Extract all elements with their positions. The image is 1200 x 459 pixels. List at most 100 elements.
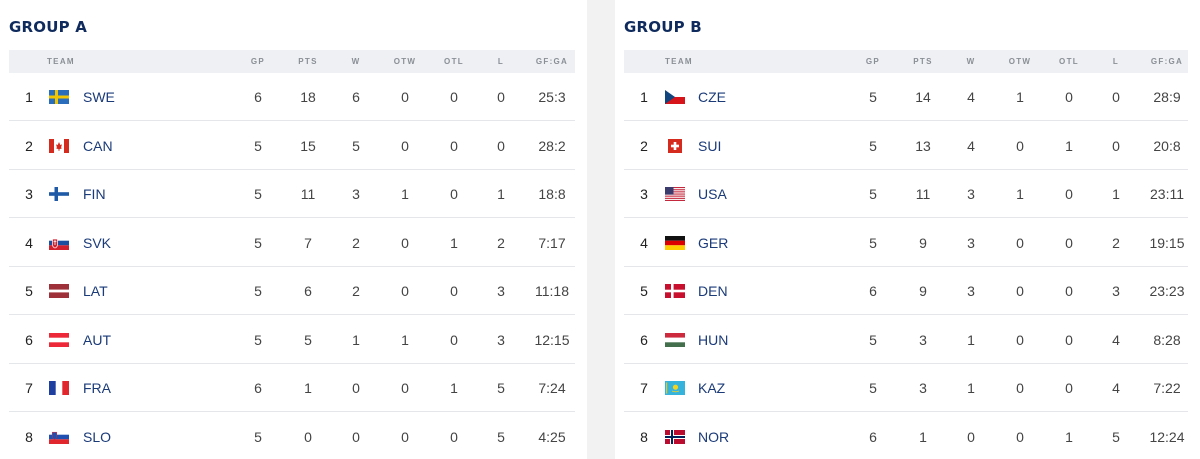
table-row: 3 USA 5 11 3 1 0 1 23:11 bbox=[624, 170, 1188, 218]
rank-cell: 5 bbox=[25, 283, 33, 299]
team-link[interactable]: AUT bbox=[83, 331, 111, 348]
w-cell: 1 bbox=[967, 380, 975, 396]
col-team: TEAM bbox=[47, 57, 75, 66]
finland-flag-icon bbox=[49, 187, 69, 201]
col-pts: PTS bbox=[913, 57, 933, 66]
gp-cell: 6 bbox=[869, 283, 877, 299]
team-link[interactable]: FRA bbox=[83, 380, 111, 396]
group-a-panel: GROUP A TEAM GP PTS W OTW OTL L GF:GA 1 S… bbox=[0, 0, 587, 459]
sweden-flag-icon bbox=[49, 90, 69, 104]
l-cell: 0 bbox=[497, 89, 505, 105]
table-row: 2 CAN 5 15 5 0 0 0 28:2 bbox=[9, 122, 575, 170]
team-link[interactable]: SLO bbox=[83, 428, 112, 445]
w-cell: 0 bbox=[352, 428, 360, 445]
team-link[interactable]: CAN bbox=[83, 137, 113, 154]
otl-cell: 0 bbox=[450, 331, 458, 348]
gp-cell: 5 bbox=[869, 137, 877, 154]
w-cell: 0 bbox=[967, 428, 975, 445]
otw-cell: 1 bbox=[1016, 186, 1024, 202]
gfga-cell: 7:24 bbox=[538, 380, 566, 396]
w-cell: 3 bbox=[352, 186, 360, 202]
canada-flag-icon bbox=[49, 138, 69, 153]
team-link[interactable]: HUN bbox=[698, 331, 729, 348]
otw-cell: 0 bbox=[401, 137, 409, 154]
otw-cell: 0 bbox=[401, 380, 409, 396]
latvia-flag-icon bbox=[49, 284, 69, 298]
team-link[interactable]: CZE bbox=[698, 89, 726, 105]
pts-cell: 9 bbox=[919, 234, 927, 251]
team-link[interactable]: SUI bbox=[698, 137, 722, 154]
col-gfga: GF:GA bbox=[535, 57, 569, 66]
otw-cell: 0 bbox=[1016, 380, 1024, 396]
norway-flag-icon bbox=[665, 429, 685, 444]
gp-cell: 5 bbox=[869, 380, 877, 396]
gp-cell: 5 bbox=[254, 283, 262, 299]
pts-cell: 5 bbox=[304, 331, 312, 348]
otl-cell: 0 bbox=[450, 283, 458, 299]
otw-cell: 1 bbox=[401, 331, 409, 348]
team-link[interactable]: FIN bbox=[83, 186, 106, 202]
gp-cell: 6 bbox=[254, 89, 262, 105]
col-otw: OTW bbox=[1008, 57, 1032, 66]
rank-cell: 6 bbox=[640, 331, 648, 348]
col-gp: GP bbox=[250, 57, 266, 66]
col-pts: PTS bbox=[298, 57, 318, 66]
gfga-cell: 23:11 bbox=[1150, 186, 1184, 202]
pts-cell: 13 bbox=[915, 137, 931, 154]
l-cell: 3 bbox=[1112, 283, 1120, 299]
gp-cell: 5 bbox=[254, 331, 262, 348]
austria-flag-icon bbox=[49, 332, 69, 347]
table-row: 7 FRA 6 1 0 0 1 5 7:24 bbox=[9, 364, 575, 412]
hungary-flag-icon bbox=[665, 332, 685, 347]
table-row: 1 CZE 5 14 4 1 0 0 28:9 bbox=[624, 73, 1188, 121]
gfga-cell: 7:17 bbox=[538, 234, 566, 251]
team-link[interactable]: GER bbox=[698, 234, 729, 251]
table-row: 2 SUI 5 13 4 0 1 0 20:8 bbox=[624, 122, 1188, 170]
team-link[interactable]: USA bbox=[698, 186, 727, 202]
col-l: L bbox=[1112, 57, 1120, 66]
table-row: 8 NOR 6 1 0 0 1 5 12:24 bbox=[624, 413, 1188, 459]
gfga-cell: 18:8 bbox=[538, 186, 566, 202]
otl-cell: 1 bbox=[1065, 428, 1073, 445]
otw-cell: 1 bbox=[401, 186, 409, 202]
otl-cell: 0 bbox=[1065, 283, 1073, 299]
otl-cell: 0 bbox=[450, 428, 458, 445]
slovakia-flag-icon bbox=[49, 235, 69, 250]
team-link[interactable]: SWE bbox=[83, 89, 115, 105]
pts-cell: 9 bbox=[919, 283, 927, 299]
pts-cell: 11 bbox=[300, 186, 316, 202]
gfga-cell: 23:23 bbox=[1149, 283, 1185, 299]
otl-cell: 0 bbox=[1065, 89, 1073, 105]
team-link[interactable]: NOR bbox=[698, 428, 730, 445]
gp-cell: 5 bbox=[254, 234, 262, 251]
otl-cell: 1 bbox=[1065, 137, 1073, 154]
team-link[interactable]: SVK bbox=[83, 234, 112, 251]
w-cell: 1 bbox=[967, 331, 975, 348]
rank-cell: 5 bbox=[640, 283, 648, 299]
rank-cell: 6 bbox=[25, 331, 33, 348]
team-link[interactable]: KAZ bbox=[698, 380, 726, 396]
gfga-cell: 20:8 bbox=[1153, 137, 1181, 154]
pts-cell: 3 bbox=[919, 380, 927, 396]
gfga-cell: 28:2 bbox=[538, 137, 566, 154]
table-row: 4 GER 5 9 3 0 0 2 19:15 bbox=[624, 219, 1188, 267]
gp-cell: 5 bbox=[254, 186, 262, 202]
l-cell: 3 bbox=[497, 331, 505, 348]
team-link[interactable]: DEN bbox=[698, 283, 728, 299]
switzerland-flag-icon bbox=[665, 138, 685, 153]
pts-cell: 14 bbox=[915, 89, 931, 105]
w-cell: 3 bbox=[967, 234, 975, 251]
team-link[interactable]: LAT bbox=[83, 283, 108, 299]
otl-cell: 0 bbox=[1065, 380, 1073, 396]
pts-cell: 7 bbox=[304, 234, 312, 251]
otw-cell: 0 bbox=[401, 89, 409, 105]
w-cell: 2 bbox=[352, 234, 360, 251]
w-cell: 0 bbox=[352, 380, 360, 396]
otw-cell: 1 bbox=[1016, 89, 1024, 105]
otw-cell: 0 bbox=[1016, 331, 1024, 348]
col-l: L bbox=[497, 57, 505, 66]
rank-cell: 1 bbox=[25, 89, 33, 105]
otl-cell: 0 bbox=[450, 137, 458, 154]
l-cell: 2 bbox=[497, 234, 505, 251]
l-cell: 3 bbox=[497, 283, 505, 299]
